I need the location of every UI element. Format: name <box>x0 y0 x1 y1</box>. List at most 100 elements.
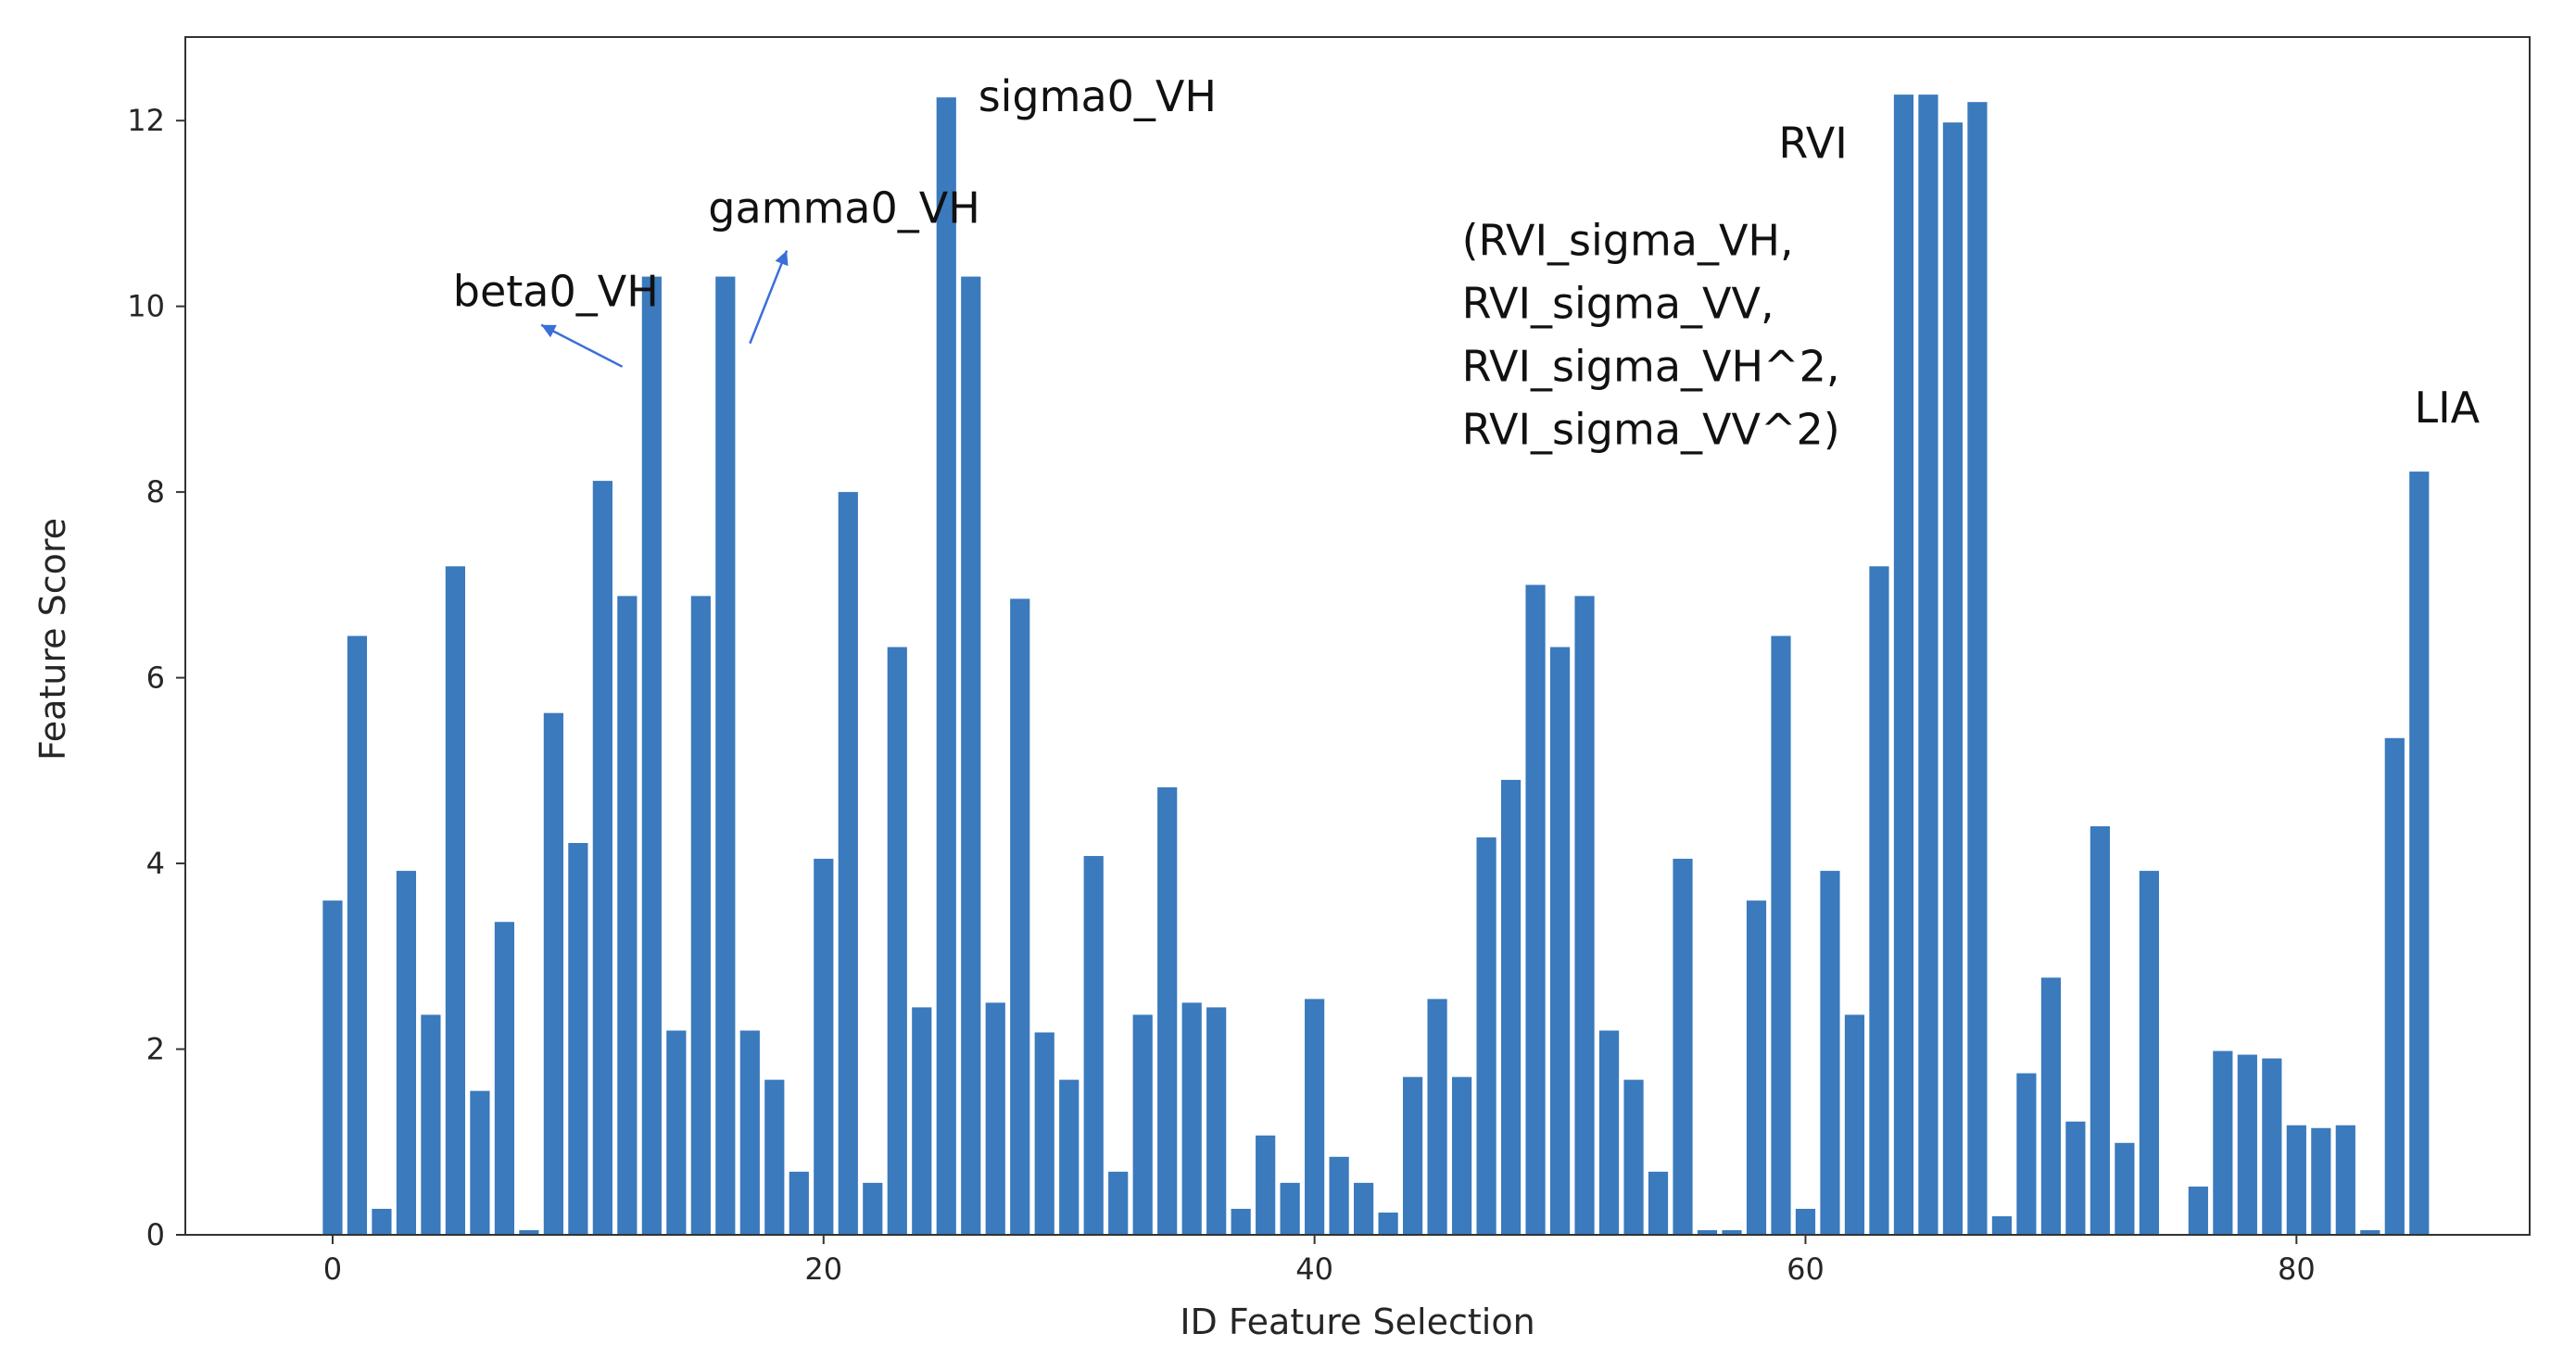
bar-21 <box>838 492 858 1235</box>
bar-64 <box>1893 94 1914 1236</box>
bar-5 <box>445 566 466 1235</box>
bar-66 <box>1942 122 1964 1235</box>
annotation-rvi-line-0: RVI <box>1778 118 1847 168</box>
bar-53 <box>1623 1079 1644 1235</box>
bar-39 <box>1280 1182 1300 1235</box>
annotation-gamma0_vh: gamma0_VH <box>708 182 980 233</box>
bar-52 <box>1598 1030 1620 1235</box>
bar-23 <box>887 647 907 1235</box>
bar-48 <box>1500 779 1522 1235</box>
beta0-arrow <box>540 323 624 368</box>
bar-32 <box>1108 1171 1129 1235</box>
x-tick-label-0: 0 <box>323 1252 342 1287</box>
bars-group <box>322 94 2430 1236</box>
bar-42 <box>1354 1182 1374 1235</box>
annotation-rvi_list: (RVI_sigma_VH, RVI_sigma_VV, RVI_sigma_VH^… <box>1462 216 1840 455</box>
bar-14 <box>666 1030 687 1235</box>
bar-31 <box>1083 856 1104 1235</box>
annotation-sigma0_vh: sigma0_VH <box>979 71 1217 121</box>
bar-10 <box>568 843 588 1235</box>
annotation-lia: LIA <box>2414 383 2480 433</box>
bar-57 <box>1722 1229 1742 1235</box>
bar-74 <box>2139 871 2159 1235</box>
bar-7 <box>494 922 514 1235</box>
bar-2 <box>372 1208 392 1235</box>
bar-70 <box>2040 977 2061 1235</box>
annotation-arrows <box>540 250 789 368</box>
bar-22 <box>863 1182 883 1235</box>
x-axis-title: ID Feature Selection <box>1180 1302 1534 1342</box>
x-axis-ticks: 0 20 40 60 80 <box>323 1235 2316 1287</box>
bar-40 <box>1305 999 1325 1235</box>
annotation-rvi_list-line-3: RVI_sigma_VV^2) <box>1462 405 1840 455</box>
bar-59 <box>1771 635 1791 1235</box>
bar-60 <box>1795 1208 1816 1235</box>
bar-77 <box>2213 1050 2233 1235</box>
bar-43 <box>1378 1212 1398 1235</box>
x-tick-label-40: 40 <box>1295 1252 1333 1287</box>
annotations-group: beta0_VH gamma0_VH sigma0_VH RVI (RVI_sigma_… <box>453 71 2481 454</box>
bar-83 <box>2360 1229 2380 1235</box>
bar-68 <box>1991 1215 2013 1235</box>
bar-72 <box>2090 825 2110 1235</box>
bar-55 <box>1673 859 1693 1235</box>
y-axis-title: Feature Score <box>32 518 73 761</box>
gamma0-arrow <box>749 250 789 345</box>
bar-35 <box>1181 1002 1202 1235</box>
bar-9 <box>543 712 563 1235</box>
bar-80 <box>2286 1125 2306 1235</box>
bar-62 <box>1844 1014 1865 1235</box>
y-tick-label-4: 4 <box>146 846 165 881</box>
bar-26 <box>961 276 981 1236</box>
bar-37 <box>1231 1208 1251 1235</box>
bar-18 <box>764 1079 785 1235</box>
bar-3 <box>396 871 417 1235</box>
x-tick-label-60: 60 <box>1787 1252 1825 1287</box>
bar-13 <box>641 276 662 1236</box>
annotation-rvi_list-line-2: RVI_sigma_VH^2, <box>1462 342 1840 392</box>
y-tick-label-10: 10 <box>127 289 165 324</box>
bar-29 <box>1034 1032 1054 1235</box>
bar-44 <box>1403 1076 1423 1235</box>
bar-41 <box>1329 1156 1349 1235</box>
bar-19 <box>789 1171 809 1235</box>
bar-25 <box>936 97 956 1236</box>
bar-46 <box>1451 1076 1472 1235</box>
bar-11 <box>592 481 612 1235</box>
bar-63 <box>1869 566 1889 1235</box>
bar-8 <box>519 1229 539 1235</box>
bar-65 <box>1918 94 1938 1236</box>
bar-4 <box>421 1014 441 1235</box>
bar-30 <box>1059 1079 1080 1235</box>
y-tick-label-12: 12 <box>127 103 165 138</box>
bar-1 <box>347 635 368 1235</box>
bar-79 <box>2262 1058 2282 1235</box>
bar-61 <box>1820 871 1840 1235</box>
bar-15 <box>690 596 711 1235</box>
bar-36 <box>1206 1007 1227 1235</box>
annotation-rvi: RVI <box>1778 118 1847 168</box>
bar-67 <box>1967 102 1988 1235</box>
bar-16 <box>715 276 736 1236</box>
bar-17 <box>739 1030 760 1235</box>
bar-84 <box>2384 737 2405 1235</box>
bar-6 <box>470 1090 490 1235</box>
plot-frame <box>184 36 2531 1236</box>
bar-28 <box>1010 598 1030 1235</box>
annotation-gamma0_vh-line-0: gamma0_VH <box>708 182 980 233</box>
bar-24 <box>912 1007 932 1235</box>
bar-33 <box>1132 1014 1153 1235</box>
bar-50 <box>1549 647 1571 1235</box>
bar-20 <box>814 859 834 1235</box>
y-tick-label-0: 0 <box>146 1217 165 1252</box>
bar-47 <box>1476 837 1496 1235</box>
bar-38 <box>1256 1135 1276 1235</box>
bar-56 <box>1697 1229 1718 1235</box>
y-axis-ticks: 0 2 4 6 8 10 12 <box>127 103 185 1252</box>
bar-82 <box>2335 1125 2355 1235</box>
bar-76 <box>2188 1186 2208 1235</box>
bar-12 <box>617 596 638 1235</box>
y-tick-label-8: 8 <box>146 474 165 509</box>
